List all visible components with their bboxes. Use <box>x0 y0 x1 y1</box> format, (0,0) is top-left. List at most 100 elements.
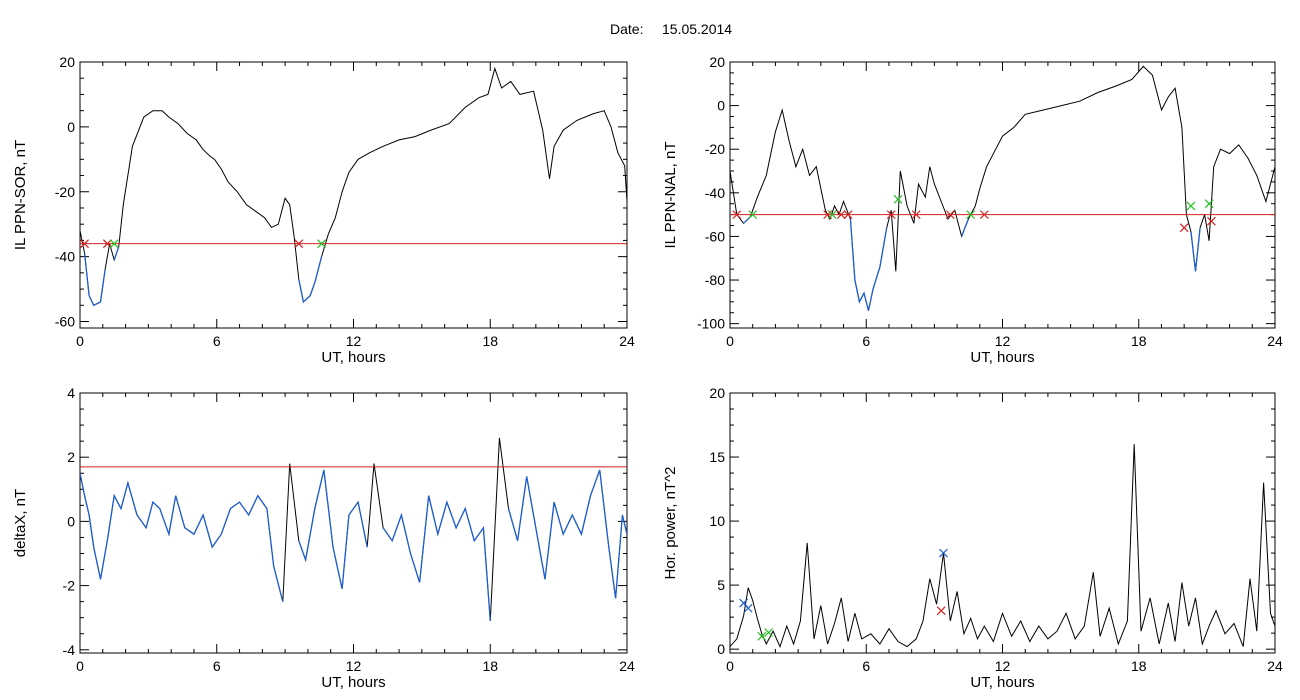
below-threshold-segment <box>298 256 323 304</box>
cross-marker-red <box>886 210 896 220</box>
plot-area <box>80 66 627 307</box>
y-tick-label: 15 <box>709 449 725 465</box>
cross-marker-green <box>748 210 758 220</box>
x-tick-label: 6 <box>213 658 221 674</box>
y-tick-label: 0 <box>67 119 75 135</box>
cross-stroke <box>748 210 758 220</box>
cross-marker-green <box>966 210 976 220</box>
x-tick-label: 18 <box>482 658 498 674</box>
cross-stroke <box>294 239 304 249</box>
cross-stroke <box>843 210 853 220</box>
cross-stroke <box>979 210 989 220</box>
cross-marker-red <box>979 210 989 220</box>
cross-marker-green <box>109 239 119 249</box>
y-tick-label: 20 <box>59 54 75 70</box>
x-tick-label: 18 <box>1131 658 1147 674</box>
series-line-1 <box>730 444 1275 648</box>
below-threshold-segment <box>1190 227 1201 272</box>
y-tick-label: -20 <box>705 141 725 157</box>
cross-marker-red <box>294 239 304 249</box>
cross-marker-red <box>1206 216 1216 226</box>
cross-stroke <box>911 210 921 220</box>
cross-marker-red <box>732 210 742 220</box>
cross-marker-green <box>757 631 767 641</box>
chart-panel-2: 0 6 12 18 24 -100 -80 -60 -40 -20 0 20 UT, hours IL P… <box>662 54 1283 366</box>
y-tick-label: 5 <box>717 577 725 593</box>
x-axis-label: UT, hours <box>970 674 1034 691</box>
x-tick-label: 18 <box>482 333 498 349</box>
cross-marker-red <box>843 210 853 220</box>
cross-marker-green <box>317 239 327 249</box>
plot-area <box>730 444 1275 648</box>
y-tick-label: 20 <box>709 385 725 401</box>
cross-marker-red <box>911 210 921 220</box>
cross-marker-green <box>893 194 903 204</box>
x-tick-label: 24 <box>1267 333 1283 349</box>
y-tick-label: 2 <box>67 449 75 465</box>
plot-area <box>730 65 1275 311</box>
x-tick-label: 6 <box>213 333 221 349</box>
below-threshold-segment <box>83 253 106 307</box>
cross-stroke <box>939 548 948 558</box>
y-tick-label: 4 <box>67 385 75 401</box>
cross-stroke <box>743 603 753 613</box>
y-tick-label: 0 <box>717 98 725 114</box>
x-tick-label: 24 <box>1267 658 1283 674</box>
cross-stroke <box>945 210 955 220</box>
cross-stroke <box>836 210 846 220</box>
cross-stroke <box>317 239 327 249</box>
cross-stroke <box>1186 201 1196 211</box>
date-value: 15.05.2014 <box>662 21 732 37</box>
cross-stroke <box>739 598 749 608</box>
cross-marker-blue <box>939 548 948 558</box>
x-tick-label: 0 <box>76 658 84 674</box>
cross-stroke <box>764 628 774 637</box>
y-axis-label: Hor. power, nT^2 <box>662 467 679 580</box>
cross-marker-red <box>80 239 89 249</box>
y-tick-label: -60 <box>705 228 725 244</box>
below-threshold-segment <box>298 469 368 589</box>
y-tick-label: -4 <box>63 642 76 658</box>
y-tick-label: -2 <box>63 578 76 594</box>
below-threshold-segment <box>80 473 284 602</box>
cross-marker-green <box>764 628 774 637</box>
y-tick-label: 20 <box>709 54 725 70</box>
x-tick-label: 12 <box>346 333 362 349</box>
below-threshold-segment <box>382 495 491 621</box>
x-tick-label: 12 <box>995 658 1011 674</box>
cross-marker-blue <box>743 603 753 613</box>
cross-stroke <box>1204 199 1214 209</box>
series-line-1 <box>730 65 1275 311</box>
cross-stroke <box>109 239 119 249</box>
y-tick-label: -80 <box>705 272 725 288</box>
cross-marker-green <box>1204 199 1214 209</box>
y-tick-label: -100 <box>697 316 725 332</box>
x-tick-label: 24 <box>619 658 635 674</box>
cross-marker-red <box>936 606 946 616</box>
cross-stroke <box>102 239 112 249</box>
cross-stroke <box>966 210 976 220</box>
cross-marker-green <box>1186 201 1196 211</box>
cross-stroke <box>1179 223 1189 233</box>
cross-marker-red <box>945 210 955 220</box>
x-tick-label: 0 <box>726 333 734 349</box>
below-threshold-segment <box>849 218 888 311</box>
below-threshold-segment <box>507 469 627 599</box>
y-tick-label: 10 <box>709 513 725 529</box>
y-axis-label: IL PPN-SOR, nT <box>12 140 29 250</box>
cross-stroke <box>80 239 89 249</box>
y-tick-label: -40 <box>55 249 75 265</box>
x-axis-label: UT, hours <box>970 349 1034 366</box>
cross-stroke <box>886 210 896 220</box>
x-tick-label: 24 <box>619 333 635 349</box>
cross-marker-red <box>1179 223 1189 233</box>
x-tick-label: 6 <box>862 333 870 349</box>
y-axis-label: deltaX, nT <box>12 489 29 557</box>
cross-marker-green <box>827 210 837 220</box>
y-tick-label: -60 <box>55 314 75 330</box>
chart-panel-1: 0 6 12 18 24 -60 -40 -20 0 20 UT, hours IL PPN-SOR,… <box>12 54 635 366</box>
y-tick-label: -40 <box>705 185 725 201</box>
